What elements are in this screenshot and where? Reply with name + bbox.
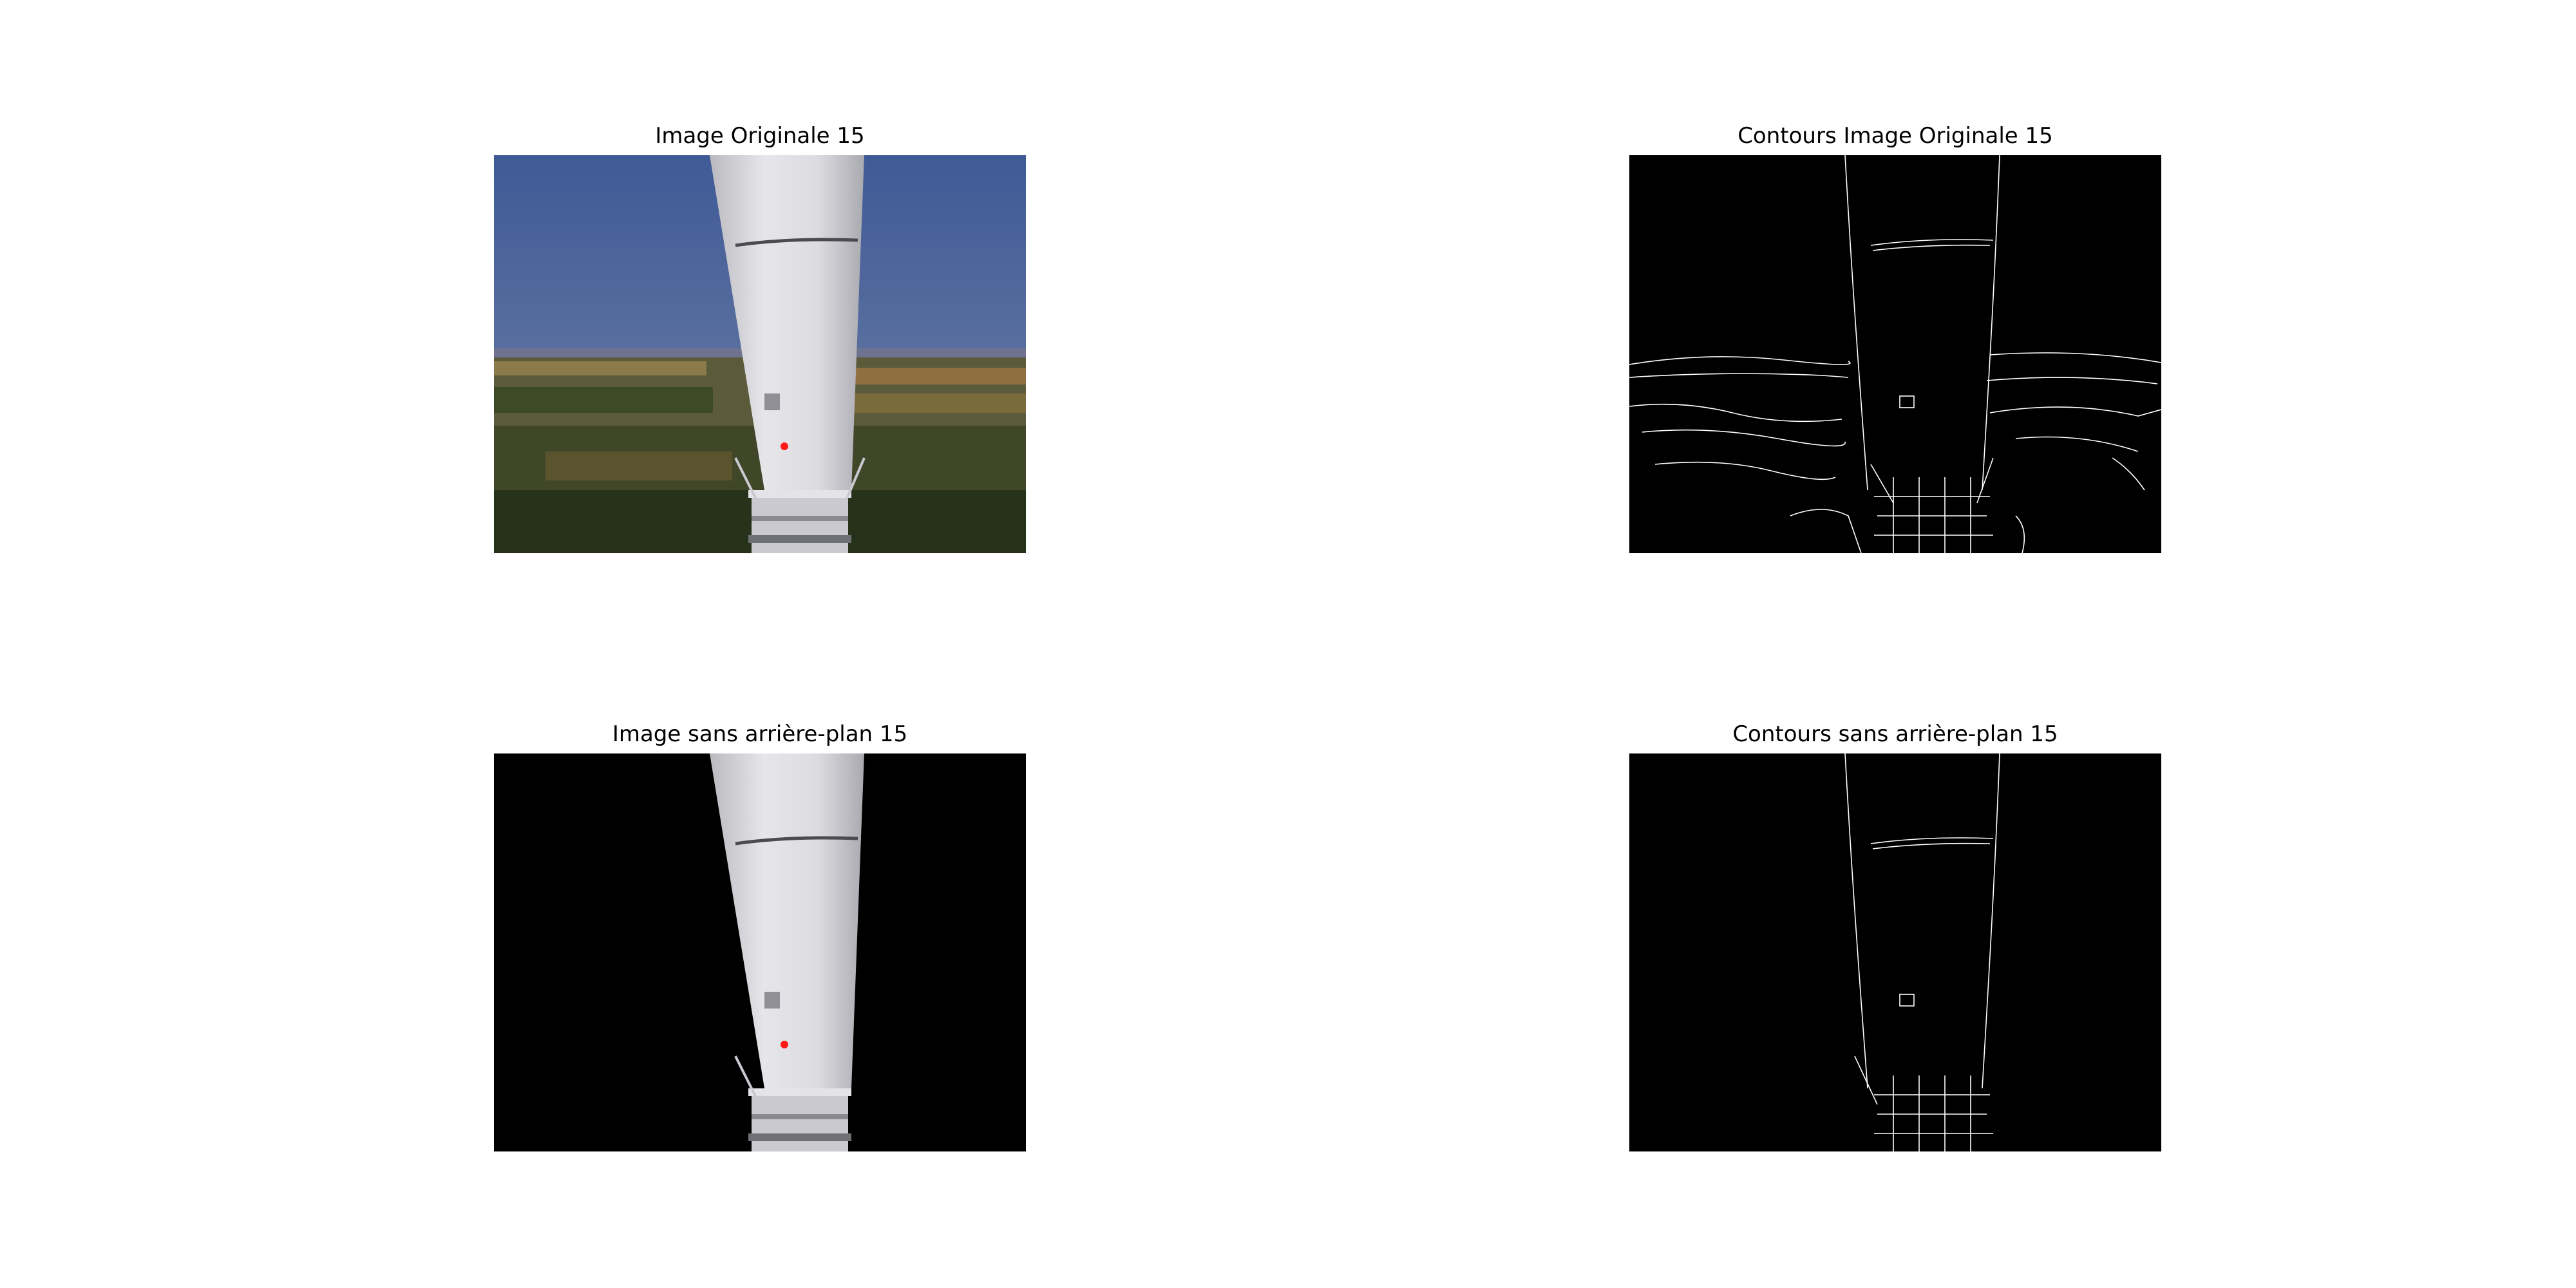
panel-title: Contours sans arrière-plan 15	[1732, 721, 2058, 747]
panel-title: Image Originale 15	[655, 123, 865, 149]
no-background-photo	[494, 753, 1026, 1151]
contours-original-image	[1629, 155, 2161, 553]
original-photo	[494, 155, 1026, 553]
panel-title: Image sans arrière-plan 15	[612, 721, 908, 747]
contours-no-background-image	[1629, 753, 2161, 1151]
panel-title: Contours Image Originale 15	[1738, 123, 2053, 149]
